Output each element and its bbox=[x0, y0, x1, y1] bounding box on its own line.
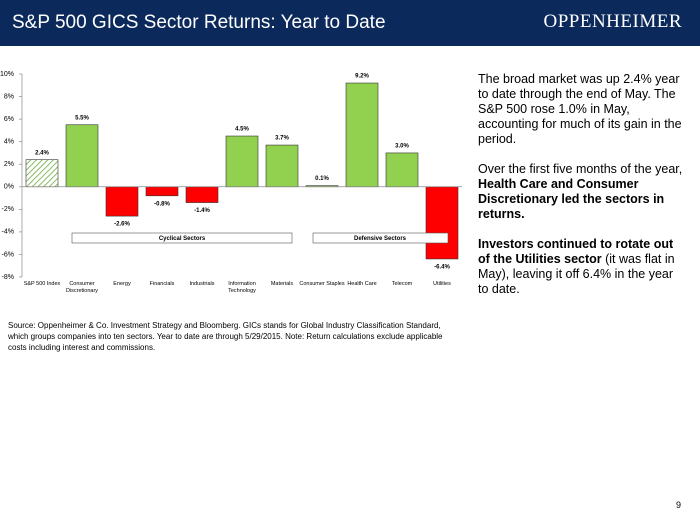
value-label: -0.8% bbox=[154, 201, 170, 207]
value-label: 2.4% bbox=[35, 150, 49, 156]
value-label: 9.2% bbox=[355, 74, 369, 80]
footnote: Source: Oppenheimer & Co. Investment Str… bbox=[8, 321, 443, 352]
annotation: Cyclical Sectors bbox=[159, 236, 206, 242]
value-label: -6.4% bbox=[434, 265, 450, 271]
bar bbox=[345, 82, 379, 188]
bar bbox=[145, 186, 179, 197]
text: Over the first five months of the year, bbox=[478, 162, 683, 176]
bar bbox=[105, 186, 139, 217]
y-tick-label: 4% bbox=[4, 139, 14, 146]
bar bbox=[225, 135, 259, 188]
x-tick-label: Industrials bbox=[189, 281, 215, 287]
text: The broad market was up 2.4% year to dat… bbox=[478, 72, 682, 146]
chart: Cyclical Sectors Defensive Sectors -8% -6… bbox=[0, 71, 462, 281]
header-band: S&P 500 GICS Sector Returns: Year to Dat… bbox=[0, 0, 700, 46]
logo: OPPENHEIMER bbox=[543, 11, 682, 32]
commentary-paragraph: The broad market was up 2.4% year to dat… bbox=[478, 72, 683, 147]
value-label: 3.0% bbox=[395, 144, 409, 150]
value-label: 0.1% bbox=[315, 176, 329, 182]
y-tick-label: 10% bbox=[0, 71, 14, 78]
value-label: -1.4% bbox=[194, 208, 210, 214]
y-tick-label: -4% bbox=[2, 229, 14, 236]
slide-title: S&P 500 GICS Sector Returns: Year to Dat… bbox=[12, 12, 386, 33]
x-tick-label: Utilities bbox=[433, 281, 451, 287]
x-tick-label: Consumer Discretionary bbox=[65, 281, 99, 294]
y-tick-label: 6% bbox=[4, 116, 14, 123]
y-tick-label: 2% bbox=[4, 161, 14, 168]
x-tick-label: Financials bbox=[149, 281, 175, 287]
bar bbox=[65, 124, 99, 188]
x-tick-label: Health Care bbox=[347, 281, 377, 287]
x-tick-label: Materials bbox=[270, 281, 294, 287]
bar bbox=[425, 186, 459, 260]
commentary-paragraph: Investors continued to rotate out of the… bbox=[478, 237, 683, 297]
y-tick-label: -8% bbox=[2, 274, 14, 281]
commentary-paragraph: Over the first five months of the year, … bbox=[478, 162, 683, 222]
annotation: Defensive Sectors bbox=[354, 236, 407, 242]
y-tick-label: -2% bbox=[2, 206, 14, 213]
text: (it was flat in May), leaving it off 6.4… bbox=[478, 252, 675, 296]
value-label: -2.6% bbox=[114, 222, 130, 228]
value-label: 3.7% bbox=[275, 136, 289, 142]
x-tick-label: Energy bbox=[113, 281, 131, 287]
bar bbox=[25, 159, 59, 188]
annotation-box bbox=[71, 232, 293, 244]
bar bbox=[265, 144, 299, 188]
bold-text: Investors continued to rotate out of the… bbox=[478, 237, 674, 266]
bar bbox=[385, 152, 419, 188]
bar bbox=[185, 186, 219, 203]
bold-text: Health Care and Consumer Discretionary l… bbox=[478, 177, 665, 221]
y-tick-label: -6% bbox=[2, 251, 14, 258]
x-tick-label: S&P 500 Index bbox=[23, 281, 61, 287]
value-label: 4.5% bbox=[235, 127, 249, 133]
value-label: 5.5% bbox=[75, 115, 89, 121]
x-tick-label: Information Technology bbox=[228, 281, 256, 294]
x-tick-label: Telecom bbox=[391, 281, 413, 287]
y-tick-label: 8% bbox=[4, 93, 14, 100]
annotation-box bbox=[312, 232, 449, 244]
page-number: 9 bbox=[676, 500, 682, 510]
y-tick-label: 0% bbox=[4, 184, 14, 191]
x-tick-label: Consumer Staples bbox=[299, 281, 345, 287]
commentary: The broad market was up 2.4% year to dat… bbox=[478, 72, 683, 312]
